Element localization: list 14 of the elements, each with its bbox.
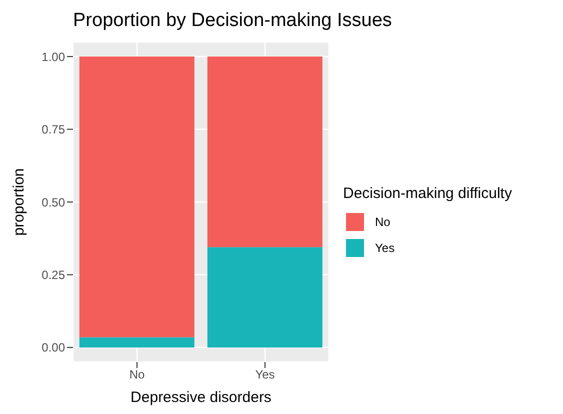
y-tick-label: 1.00 [42,50,66,64]
y-tick-label: 0.50 [42,195,66,210]
text: No [375,214,390,228]
legend-label: Yes [375,240,395,254]
legend-title: Decision-making difficulty [343,184,513,202]
y-tick-label: 0.25 [42,268,66,282]
x-axis-title: Depressive disorders [130,389,272,406]
chart-title: Proportion by Decision-making Issues [73,10,392,32]
bar [79,337,194,348]
y-tick-label: 0.75 [42,122,66,137]
y-axis-title: proportion [10,168,28,236]
bar [207,247,322,348]
y-tick-label: 0.00 [42,340,66,355]
bar [207,56,322,248]
